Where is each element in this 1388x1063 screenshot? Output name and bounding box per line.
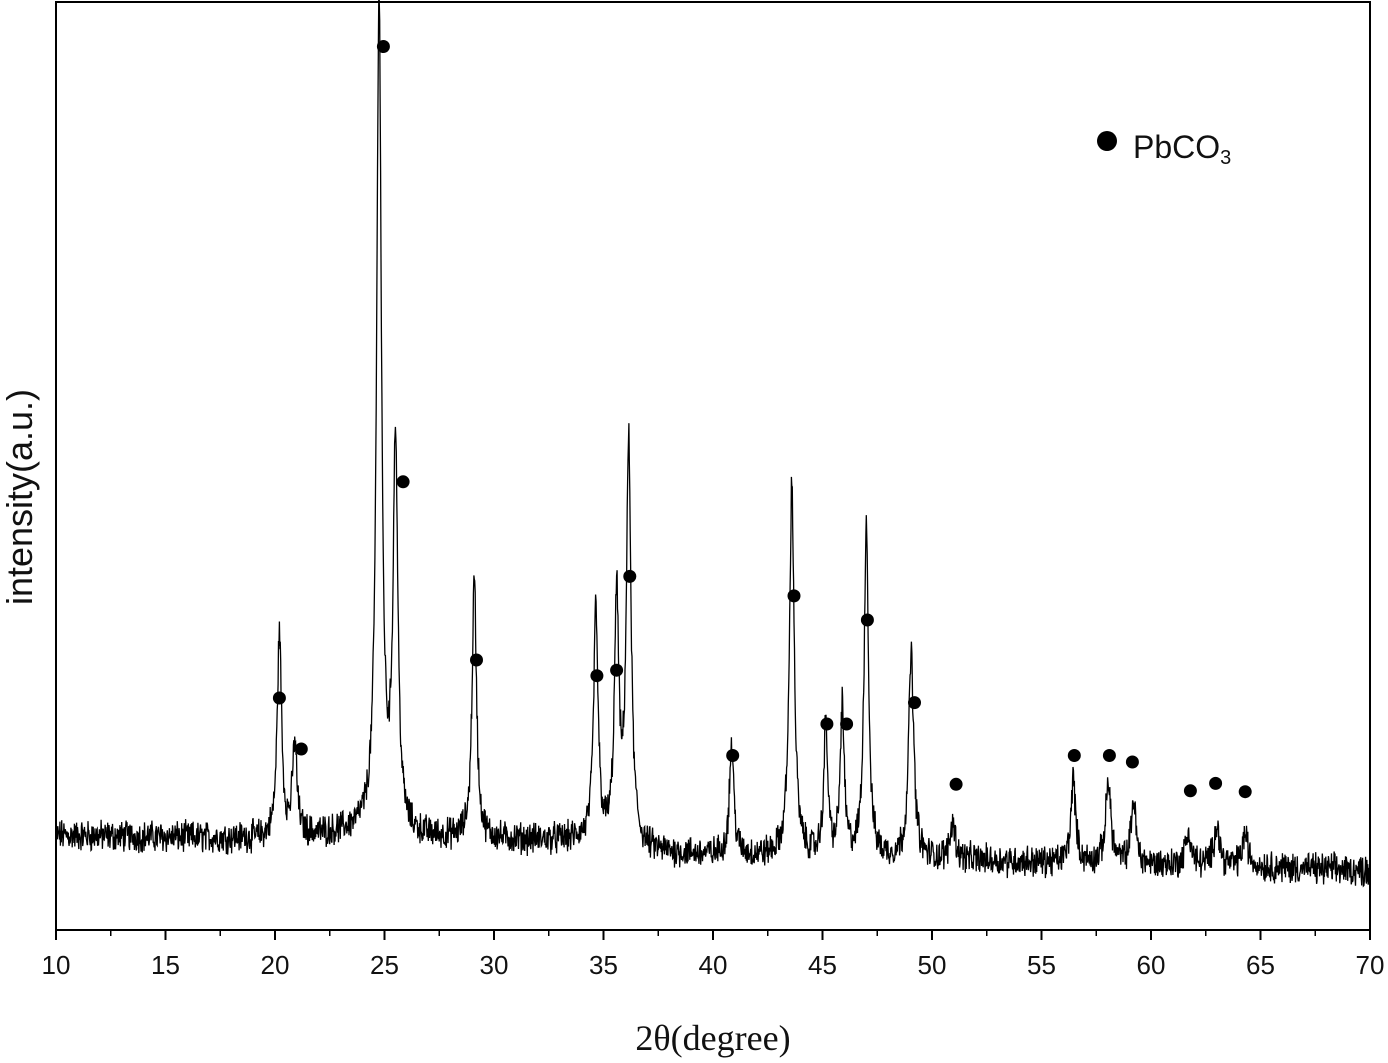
- peak-marker: [470, 654, 483, 667]
- x-tick-label: 65: [1246, 950, 1275, 980]
- peak-marker: [1239, 785, 1252, 798]
- legend-label: PbCO3: [1133, 129, 1231, 169]
- x-tick-label: 25: [370, 950, 399, 980]
- x-axis-title: 2θ(degree): [635, 1018, 790, 1058]
- x-tick-label: 70: [1356, 950, 1385, 980]
- peak-marker: [295, 743, 308, 756]
- x-tick-label: 10: [42, 950, 71, 980]
- peak-marker: [397, 475, 410, 488]
- peak-marker: [1184, 784, 1197, 797]
- peak-marker: [590, 669, 603, 682]
- peak-marker: [623, 570, 636, 583]
- x-tick-label: 20: [261, 950, 290, 980]
- peak-marker: [840, 718, 853, 731]
- legend: PbCO3: [1097, 129, 1231, 169]
- x-tick-label: 35: [589, 950, 618, 980]
- peak-marker: [273, 692, 286, 705]
- x-tick-label: 40: [699, 950, 728, 980]
- x-tick-label: 15: [151, 950, 180, 980]
- peak-marker: [788, 589, 801, 602]
- peak-marker: [908, 696, 921, 709]
- peak-marker: [1126, 756, 1139, 769]
- peak-marker: [820, 718, 833, 731]
- legend-label-sub: 3: [1220, 147, 1231, 169]
- x-tick-label: 45: [808, 950, 837, 980]
- peak-marker: [861, 614, 874, 627]
- peak-markers: [273, 40, 1252, 798]
- x-tick-label: 50: [918, 950, 947, 980]
- peak-marker: [377, 40, 390, 53]
- peak-marker: [1068, 749, 1081, 762]
- legend-marker: [1097, 131, 1117, 151]
- x-tick-label: 60: [1137, 950, 1166, 980]
- y-axis-title: intensity(a.u.): [0, 389, 40, 605]
- x-tick-label: 55: [1027, 950, 1056, 980]
- peak-marker: [1209, 777, 1222, 790]
- peak-marker: [726, 749, 739, 762]
- peak-marker: [610, 664, 623, 677]
- x-tick-label: 30: [480, 950, 509, 980]
- peak-marker: [950, 778, 963, 791]
- x-axis: 10 15 20 25 30 35 40 45 50 55 60 65 70: [42, 930, 1385, 980]
- legend-label-main: PbCO: [1133, 129, 1220, 165]
- peak-marker: [1103, 749, 1116, 762]
